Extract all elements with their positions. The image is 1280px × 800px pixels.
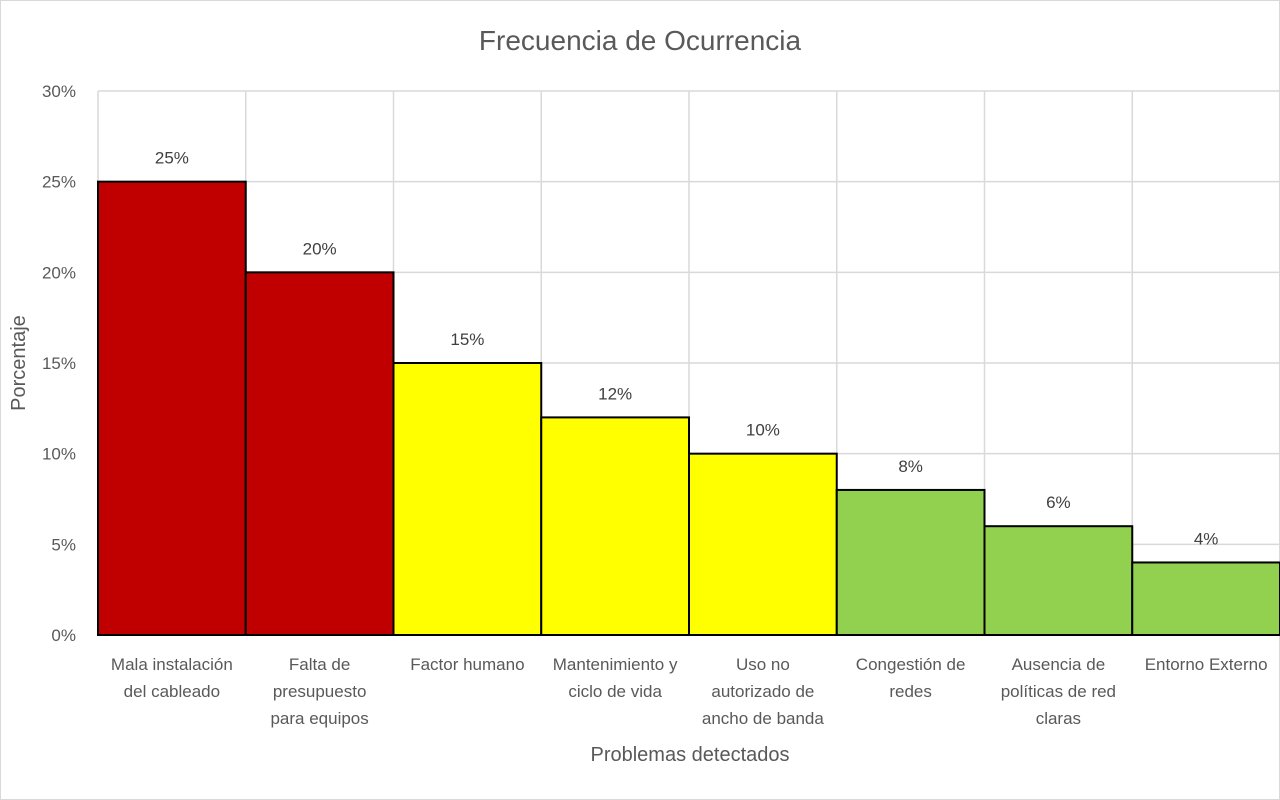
category-label-line: ciclo de vida: [568, 682, 662, 701]
category-label-line: ancho de banda: [702, 709, 824, 728]
category-label-line: autorizado de: [711, 682, 814, 701]
category-label-line: presupuesto: [273, 682, 367, 701]
category-label: Mantenimiento y ciclo de vida: [553, 655, 678, 701]
y-axis-ticks: 0% 5% 10% 15% 20% 25% 30%: [42, 82, 76, 645]
category-label-line: Mala instalación: [111, 655, 233, 674]
bar: [246, 272, 394, 635]
y-tick-label: 5%: [51, 535, 76, 554]
y-tick-label: 25%: [42, 173, 76, 192]
category-label: Uso no autorizado de ancho de banda: [702, 655, 824, 728]
data-label: 8%: [898, 457, 923, 476]
bar: [837, 490, 985, 635]
category-label: Entorno Externo: [1145, 655, 1268, 674]
category-label-line: Factor humano: [410, 655, 524, 674]
category-label-line: claras: [1036, 709, 1081, 728]
data-label: 12%: [598, 384, 632, 403]
data-label: 15%: [450, 330, 484, 349]
y-tick-label: 30%: [42, 82, 76, 101]
category-label-line: Mantenimiento y: [553, 655, 678, 674]
y-tick-label: 20%: [42, 263, 76, 282]
y-tick-label: 0%: [51, 626, 76, 645]
category-label: Mala instalación del cableado: [111, 655, 233, 701]
category-label-line: Ausencia de: [1012, 655, 1106, 674]
chart-title: Frecuencia de Ocurrencia: [479, 25, 802, 56]
category-label-line: para equipos: [270, 709, 368, 728]
category-label-line: Uso no: [736, 655, 790, 674]
data-label: 25%: [155, 149, 189, 168]
category-label-line: políticas de red: [1001, 682, 1116, 701]
category-label-line: redes: [889, 682, 932, 701]
category-label-line: Congestión de: [856, 655, 966, 674]
y-tick-label: 10%: [42, 445, 76, 464]
data-label: 10%: [746, 421, 780, 440]
data-label: 4%: [1194, 529, 1219, 548]
category-label-line: Entorno Externo: [1145, 655, 1268, 674]
bar: [98, 182, 246, 635]
bar: [541, 417, 689, 635]
data-label: 6%: [1046, 493, 1071, 512]
bar: [689, 454, 837, 635]
category-label-line: Falta de: [289, 655, 350, 674]
bar: [394, 363, 542, 635]
x-axis-title: Problemas detectados: [590, 744, 789, 766]
category-label: Factor humano: [410, 655, 524, 674]
y-axis-title: Porcentaje: [8, 315, 30, 411]
data-label: 20%: [303, 239, 337, 258]
bar: [985, 526, 1133, 635]
category-label: Ausencia de políticas de red claras: [1001, 655, 1116, 728]
y-tick-label: 15%: [42, 354, 76, 373]
category-label: Falta de presupuesto para equipos: [270, 655, 368, 728]
category-label: Congestión de redes: [856, 655, 966, 701]
category-labels: Mala instalación del cableado Falta de pres…: [111, 655, 1268, 728]
bar: [1132, 562, 1280, 635]
category-label-line: del cableado: [124, 682, 220, 701]
